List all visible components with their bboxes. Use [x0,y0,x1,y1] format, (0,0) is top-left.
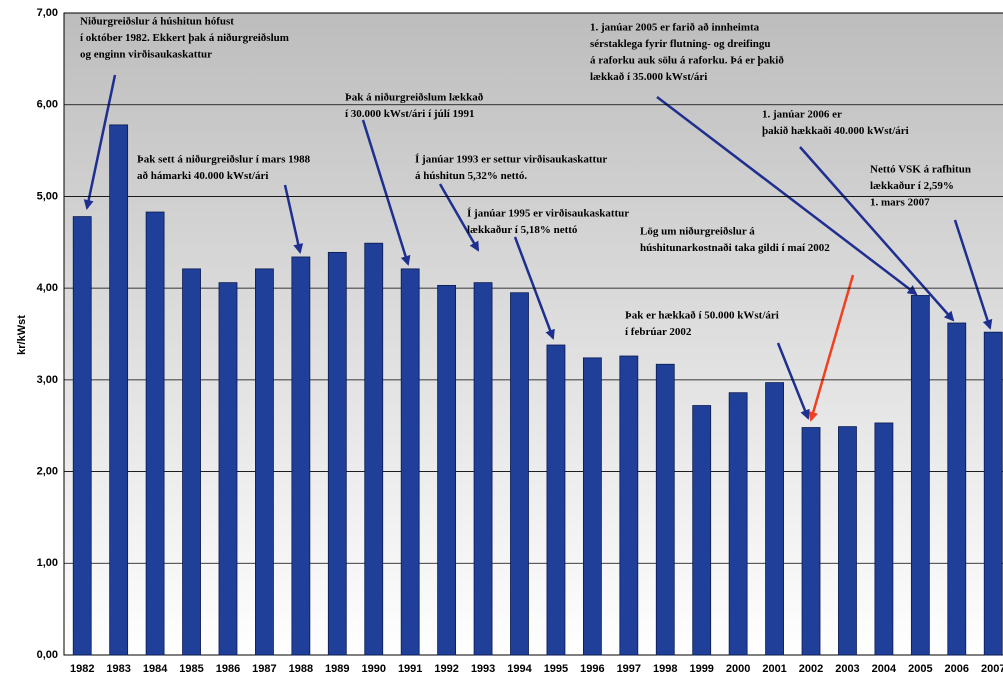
annotation: Nettó VSK á rafhitun [870,164,971,176]
bar [582,357,602,656]
bar [728,392,748,656]
x-tick-label: 1994 [507,663,532,675]
bar [983,331,1003,656]
bar [72,216,92,656]
y-tick-label: 3,00 [37,374,58,386]
x-tick-label: 1983 [106,663,130,675]
x-tick-label: 1987 [252,663,276,675]
bar [655,363,675,656]
annotation: húshitunarkostnaði taka gildi í maí 2002 [640,242,830,254]
x-tick-label: 2006 [945,663,969,675]
x-tick-label: 1992 [434,663,458,675]
annotation: Þak á niðurgreiðslum lækkað [345,92,484,104]
annotation: þakið hækkaði 40.000 kWst/ári [762,125,909,137]
x-tick-label: 1999 [689,663,713,675]
bar [109,124,129,656]
annotation: Lög um niðurgreiðslur á [640,226,755,238]
annotation: í febrúar 2002 [625,326,692,338]
bar [510,292,529,656]
bar [692,405,712,656]
x-tick-label: 1997 [617,663,641,675]
y-tick-label: 0,00 [37,649,58,661]
x-tick-label: 1993 [471,663,495,675]
annotation: í 30.000 kWst/ári í júlí 1991 [345,108,475,120]
x-tick-label: 1998 [653,663,677,675]
x-tick-label: 1996 [580,663,604,675]
bar [400,268,420,656]
y-tick-label: 2,00 [37,465,58,477]
annotation: á húshitun 5,32% nettó. [415,170,527,182]
bar [765,382,784,656]
annotation: Niðurgreiðslur á húshitun hófust [80,16,234,28]
bar [838,426,857,656]
annotation: lækkaður í 5,18% nettó [467,224,578,236]
y-tick-label: 4,00 [37,282,58,294]
x-tick-label: 1988 [289,663,313,675]
arrows [83,74,993,422]
bar [255,268,274,656]
y-tick-label: 1,00 [37,557,58,569]
plot-area [63,12,1003,656]
bar [364,242,384,656]
annotation: 1. janúar 2005 er farið að innheimta [590,22,760,34]
annotation: á raforku auk sölu á raforku. Þá er þaki… [590,55,784,67]
x-tick-label: 1989 [325,663,349,675]
bar [619,355,639,656]
annotation: Í janúar 1995 er virðisaukaskattur [467,208,629,220]
bar [801,427,821,656]
x-tick-label: 1990 [361,663,385,675]
y-tick-label: 7,00 [37,7,58,19]
bar [218,282,238,656]
bar [327,251,347,656]
annotation: Þak er hækkað í 50.000 kWst/ári [625,310,779,322]
annotation: sérstaklega fyrir flutning- og dreifingu [590,38,770,50]
bar [145,211,165,656]
annotation: lækkað í 35.000 kWst/ári [590,71,707,83]
bar [291,256,311,656]
bar [182,268,201,656]
annotation: lækkaður í 2,59% [870,180,954,192]
x-tick-label: 1982 [70,663,94,675]
annotation: að hámarki 40.000 kWst/ári [137,170,268,182]
x-tick-label: 2002 [799,663,823,675]
x-tick-label: 2004 [872,663,897,675]
annotation: Í janúar 1993 er settur virðisaukaskattu… [415,154,607,166]
annotation: 1. mars 2007 [870,197,930,209]
x-tick-label: 1995 [544,663,568,675]
x-tick-label: 2001 [762,663,786,675]
x-tick-label: 1984 [143,663,168,675]
bar [910,295,930,656]
bar [473,282,493,656]
bar [874,422,894,656]
x-tick-label: 2005 [908,663,932,675]
x-tick-label: 2003 [835,663,859,675]
x-tick-label: 1986 [216,663,240,675]
x-tick-label: 1985 [179,663,203,675]
annotation: Þak sett á niðurgreiðslur í mars 1988 [137,154,311,166]
annotation: í október 1982. Ekkert þak á niðurgreiðs… [80,32,289,44]
x-tick-label: 2007 [981,663,1003,675]
bar [437,284,457,656]
x-tick-label: 1991 [398,663,422,675]
annotation: og enginn virðisaukaskattur [80,49,212,61]
y-axis-label: kr/kWst [16,315,28,355]
y-tick-label: 5,00 [37,190,58,202]
bar [546,344,566,656]
y-tick-label: 6,00 [37,99,58,111]
x-tick-label: 2000 [726,663,750,675]
bar [947,322,967,656]
annotation: 1. janúar 2006 er [762,109,842,121]
